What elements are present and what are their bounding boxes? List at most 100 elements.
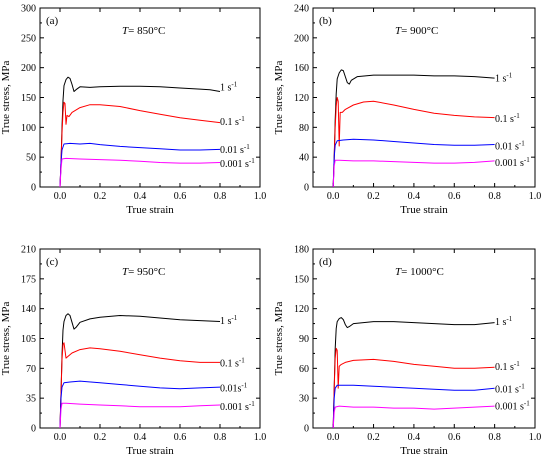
series-label: 0.1 s-1 xyxy=(220,357,245,370)
series-label: 1 s-1 xyxy=(495,72,513,85)
strain-rate-value: 1 s xyxy=(220,82,232,93)
strain-rate-value: 0.001 s xyxy=(495,158,524,169)
strain-rate-exponent: -1 xyxy=(524,156,530,164)
x-tick-label: 1.0 xyxy=(529,432,542,443)
x-tick-label: 0.6 xyxy=(448,432,461,443)
y-tick-label: 150 xyxy=(21,93,36,104)
series-line xyxy=(332,317,495,429)
y-tick-label: 140 xyxy=(21,304,36,315)
strain-rate-value: 0.01 s xyxy=(495,385,519,396)
strain-rate-exponent: -1 xyxy=(239,357,245,365)
series-label: 0.001 s-1 xyxy=(220,400,255,413)
series-label: 0.01 s-1 xyxy=(495,139,525,152)
series-line xyxy=(59,142,221,188)
y-tick-label: 200 xyxy=(294,33,309,44)
strain-rate-exponent: -1 xyxy=(506,72,512,80)
strain-rate-exponent: -1 xyxy=(244,143,250,151)
x-tick-label: 0.8 xyxy=(488,432,501,443)
strain-rate-exponent: -1 xyxy=(519,383,525,391)
x-tick-label: 0.2 xyxy=(367,191,380,202)
y-tick-label: 120 xyxy=(294,304,309,315)
y-tick-label: 50 xyxy=(26,153,36,164)
y-tick-label: 0 xyxy=(304,183,309,194)
x-tick-label: 0.4 xyxy=(134,191,147,202)
x-axis-label: True strain xyxy=(400,204,448,216)
x-tick-label: 1.0 xyxy=(254,432,267,443)
y-tick-label: 30 xyxy=(299,394,309,405)
strain-rate-value: 0.001 s xyxy=(220,402,249,413)
series-line xyxy=(59,402,221,429)
strain-rate-exponent: -1 xyxy=(514,112,520,120)
y-tick-label: 70 xyxy=(26,364,36,375)
panel-label: (c) xyxy=(46,256,59,268)
x-tick-label: 0.0 xyxy=(54,191,67,202)
series-label: 0.001 s-1 xyxy=(495,156,530,169)
y-tick-label: 180 xyxy=(294,245,309,256)
y-tick-label: 40 xyxy=(299,153,309,164)
x-axis-label: True strain xyxy=(400,445,448,457)
temperature-label: T= 1000°C xyxy=(395,266,444,278)
strain-rate-exponent: -1 xyxy=(506,315,512,323)
x-tick-label: 0.2 xyxy=(94,432,107,443)
series-label: 1 s-1 xyxy=(495,315,513,328)
strain-rate-value: 1 s xyxy=(495,317,507,328)
temperature-value: = 850 xyxy=(128,25,154,37)
strain-rate-exponent: -1 xyxy=(249,157,255,165)
strain-rate-exponent: -1 xyxy=(249,400,255,408)
x-tick-label: 0.4 xyxy=(134,432,147,443)
strain-rate-value: 1 s xyxy=(220,316,232,327)
y-tick-label: 175 xyxy=(21,274,36,285)
temperature-unit: °C xyxy=(427,25,439,37)
series-line xyxy=(59,380,221,429)
strain-rate-value: 0.01 s xyxy=(495,141,519,152)
y-axis-label: True stress, MPa xyxy=(273,301,285,375)
y-axis-label: True stress, MPa xyxy=(0,60,12,134)
y-tick-label: 240 xyxy=(294,4,309,15)
strain-rate-value: 0.01s xyxy=(220,383,242,394)
series-line xyxy=(332,347,495,429)
y-tick-label: 0 xyxy=(31,183,36,194)
temperature-value: = 1000 xyxy=(401,266,432,278)
series-line xyxy=(332,138,495,188)
series-label: 1 s-1 xyxy=(220,80,238,93)
x-tick-label: 0.2 xyxy=(94,191,107,202)
series-label: 0.01 s-1 xyxy=(220,143,250,156)
x-tick-label: 0.8 xyxy=(214,191,227,202)
temperature-value: = 950 xyxy=(128,266,154,278)
y-tick-label: 200 xyxy=(21,63,36,74)
chart-panel: 0.0 0.2 0.4 0.6 0.8 1.0 0 50 100 150 200 250 300 True… xyxy=(0,4,266,217)
y-tick-label: 60 xyxy=(299,364,309,375)
x-axis-label: True strain xyxy=(126,204,174,216)
temperature-symbol: T xyxy=(395,266,402,278)
y-tick-label: 35 xyxy=(26,394,36,405)
series-label: 0.01 s-1 xyxy=(495,383,525,396)
x-tick-label: 1.0 xyxy=(529,191,542,202)
y-tick-label: 80 xyxy=(299,123,309,134)
y-tick-label: 0 xyxy=(31,424,36,435)
y-tick-label: 150 xyxy=(294,274,309,285)
temperature-label: T= 900°C xyxy=(395,25,438,37)
strain-rate-value: 0.1 s xyxy=(495,362,514,373)
y-tick-label: 105 xyxy=(21,334,36,345)
x-tick-label: 0.6 xyxy=(174,191,187,202)
series-label: 0.1 s-1 xyxy=(495,360,520,373)
x-tick-label: 0.4 xyxy=(408,191,421,202)
strain-rate-value: 0.001 s xyxy=(220,159,249,170)
temperature-value: = 900 xyxy=(401,25,427,37)
temperature-label: T= 850°C xyxy=(122,25,165,37)
chart-panel: 0.0 0.2 0.4 0.6 0.8 1.0 0 35 70 105 140 175 210 True … xyxy=(0,245,266,458)
series-line xyxy=(59,76,221,188)
strain-rate-value: 0.001 s xyxy=(495,402,524,413)
y-tick-label: 0 xyxy=(304,424,309,435)
x-tick-label: 0.0 xyxy=(327,432,340,443)
chart-panel: 0.0 0.2 0.4 0.6 0.8 1.0 0 40 80 120 160 200 240 True … xyxy=(273,4,541,217)
temperature-symbol: T xyxy=(122,25,129,37)
series-line xyxy=(332,69,495,188)
series-line xyxy=(59,157,221,188)
x-tick-label: 0.6 xyxy=(448,191,461,202)
series-line xyxy=(332,97,495,188)
series-label: 0.1 s-1 xyxy=(495,112,520,125)
panel-label: (a) xyxy=(46,15,59,27)
series-line xyxy=(332,159,495,188)
strain-rate-exponent: -1 xyxy=(524,400,530,408)
